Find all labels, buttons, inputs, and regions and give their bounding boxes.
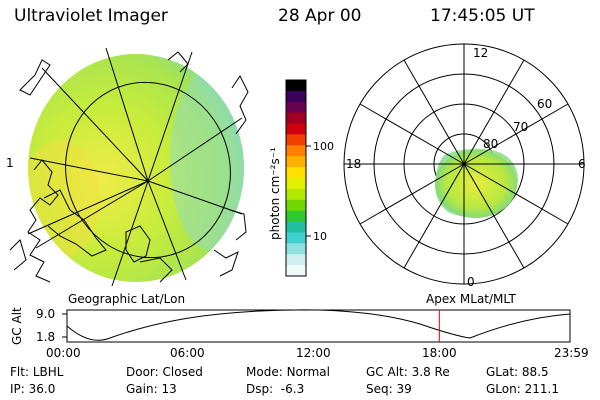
colorbar-swatch — [286, 254, 306, 266]
glat-value: 88.5 — [521, 365, 549, 379]
mlt-label-6: 6 — [578, 157, 586, 171]
xtick-1200: 12:00 — [296, 346, 331, 360]
colorbar-swatch — [286, 178, 306, 190]
colorbar-swatch — [286, 123, 306, 136]
colorbar-swatch — [286, 80, 306, 92]
flt-value: LBHL — [32, 365, 64, 379]
flt-field: Flt: LBHL — [10, 365, 64, 379]
gain-field: Gain: 13 — [126, 382, 177, 396]
ip-field: IP: 36.0 — [10, 382, 56, 396]
door-field: Door: Closed — [126, 365, 203, 379]
geo-grid — [27, 47, 243, 287]
seq-field: Seq: 39 — [366, 382, 412, 396]
altitude-frame — [66, 309, 571, 343]
colorbar-swatch — [286, 221, 306, 234]
mlt-label-0: 0 — [467, 275, 475, 289]
door-value: Closed — [162, 365, 203, 379]
altitude-plot — [62, 309, 571, 343]
colorbar-swatch — [286, 101, 306, 114]
colorbar-swatch — [286, 156, 306, 168]
colorbar-swatch — [286, 90, 306, 103]
colorbar-swatch — [286, 243, 306, 255]
colorbar-unit: photon cm⁻²s⁻¹ — [268, 147, 282, 240]
date-label: 28 Apr 00 — [278, 6, 362, 26]
colorbar-swatch — [286, 167, 306, 179]
glon-field: GLon: 211.1 — [486, 382, 559, 396]
lat-label-70: 70 — [513, 120, 529, 134]
gc-alt-value: 3.8 Re — [411, 365, 450, 379]
dsp-field: Dsp: -6.3 — [246, 382, 305, 396]
apex-caption: Apex MLat/MLT — [426, 292, 516, 306]
colorbar-swatch — [286, 112, 306, 125]
gc-alt-field: GC Alt: 3.8 Re — [366, 365, 450, 379]
earth-disk — [28, 54, 244, 282]
colorbar-frame — [285, 79, 307, 277]
colorbar-swatch — [286, 134, 306, 146]
altitude-curve — [66, 309, 571, 341]
mode-value: Normal — [286, 365, 330, 379]
polar-spokes — [344, 44, 584, 284]
gain-value: 13 — [161, 382, 177, 396]
xtick-2359: 23:59 — [554, 346, 589, 360]
lat-label-60: 60 — [537, 97, 553, 111]
mode-field: Mode: Normal — [246, 365, 330, 379]
colorbar-swatch — [286, 145, 306, 157]
seq-value: 39 — [396, 382, 412, 396]
colorbar — [286, 80, 306, 277]
altitude-ytick-label-9: 9.0 — [36, 307, 56, 321]
mlt-label-12: 12 — [473, 46, 489, 60]
xtick-0000: 00:00 — [46, 346, 81, 360]
lat-label-80: 80 — [483, 137, 499, 151]
xtick-1800: 18:00 — [422, 346, 457, 360]
left-edge-label: 1 — [6, 156, 14, 170]
colorbar-swatch — [286, 210, 306, 223]
colorbar-swatch — [286, 232, 306, 244]
mlt-label-18: 18 — [346, 157, 362, 171]
glat-field: GLat: 88.5 — [486, 365, 549, 379]
dsp-value: -6.3 — [280, 382, 305, 396]
time-label: 17:45:05 UT — [430, 6, 535, 26]
altitude-ylabel: GC Alt — [10, 307, 24, 345]
colorbar-swatch — [286, 188, 306, 201]
altitude-ytick-label-1-8: 1.8 — [36, 330, 56, 344]
colorbar-swatch — [286, 199, 306, 212]
colorbar-swatch — [286, 265, 306, 277]
colorbar-label-10: 10 — [313, 230, 327, 243]
geo-caption: Geographic Lat/Lon — [68, 292, 186, 306]
colorbar-label-100: 100 — [313, 140, 334, 153]
glon-value: 211.1 — [524, 382, 559, 396]
instrument-title: Ultraviolet Imager — [14, 6, 168, 26]
ip-value: 36.0 — [28, 382, 56, 396]
polar-plot — [343, 43, 585, 285]
xtick-0600: 06:00 — [170, 346, 205, 360]
